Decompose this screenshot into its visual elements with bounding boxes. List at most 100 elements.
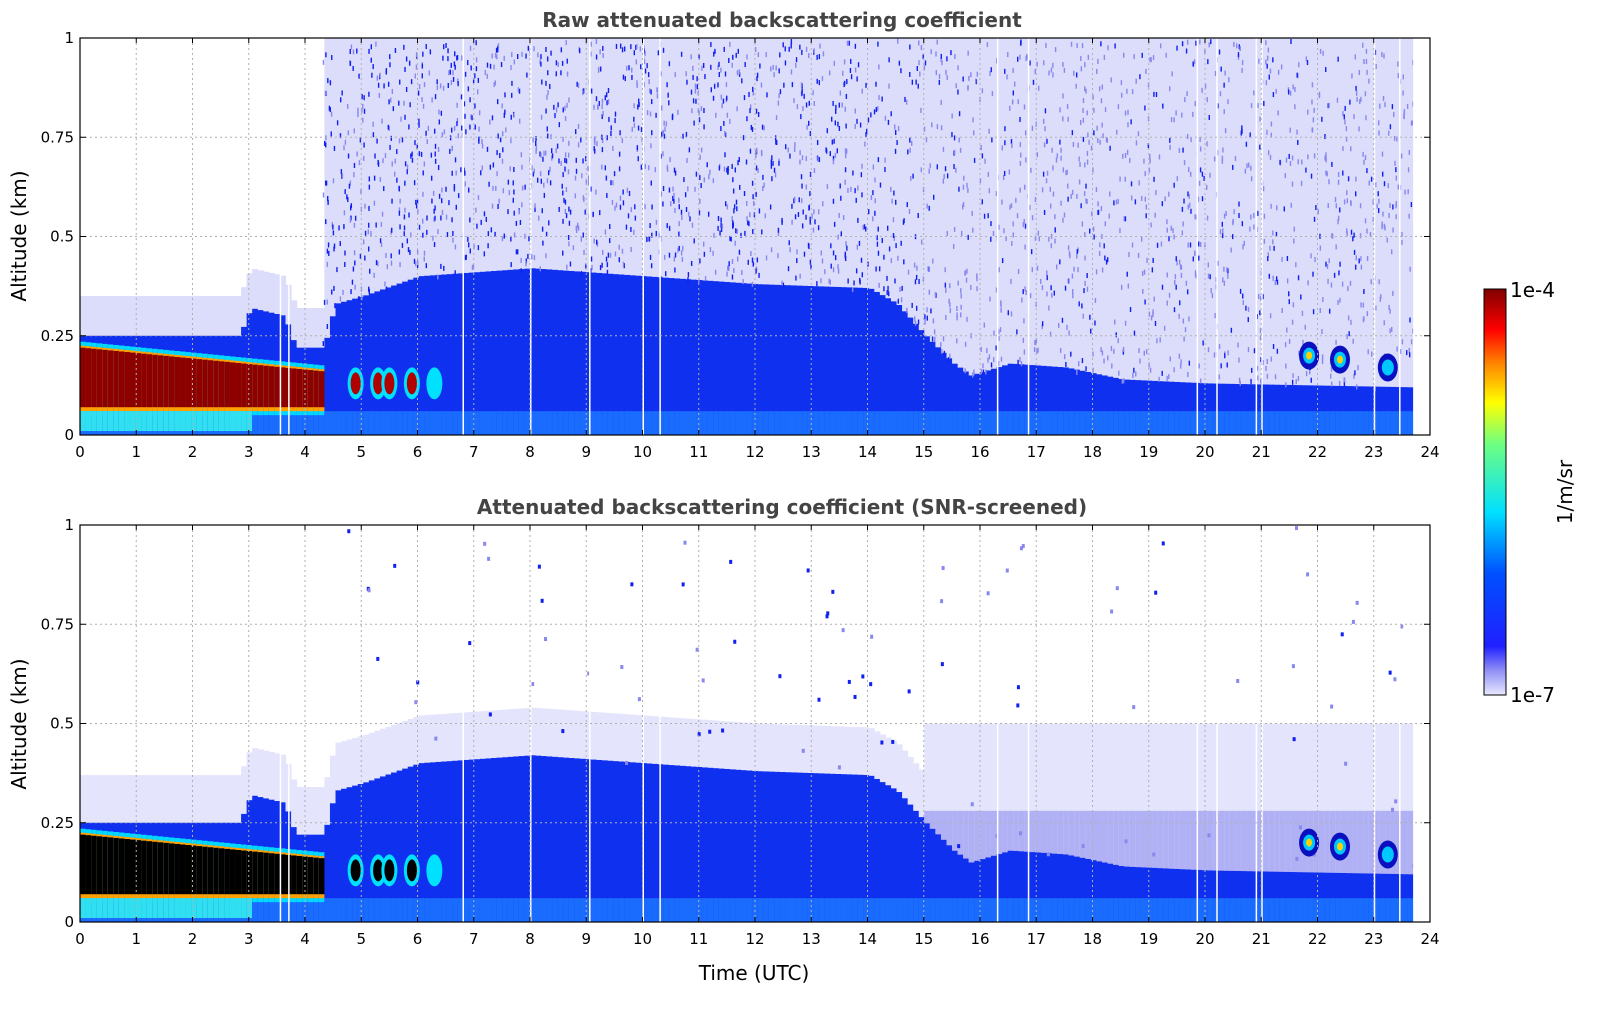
- x-tick-label: 21: [1252, 443, 1271, 461]
- noise-speck: [1356, 384, 1358, 390]
- noise-speck: [964, 341, 967, 347]
- surface-cell: [252, 898, 259, 922]
- noise-speck: [1111, 363, 1113, 369]
- noise-speck: [1259, 310, 1261, 316]
- noise-speck: [546, 56, 549, 62]
- haze-cell: [268, 272, 275, 313]
- noise-speck: [464, 181, 467, 187]
- noise-speck: [1003, 228, 1005, 234]
- surface-cell: [707, 898, 714, 922]
- haze-cell: [1163, 810, 1170, 869]
- noise-speck: [1237, 52, 1240, 58]
- noise-speck: [1120, 80, 1123, 86]
- haze-cell: [96, 775, 103, 823]
- noise-speck: [495, 185, 497, 191]
- noise-speck: [1117, 338, 1119, 344]
- haze-cell: [113, 296, 120, 336]
- surface-cell: [774, 411, 781, 435]
- noise-speck: [983, 322, 986, 328]
- noise-speck: [840, 231, 843, 237]
- noise-speck: [1179, 363, 1182, 369]
- haze-cell: [296, 787, 303, 835]
- noise-speck: [893, 235, 896, 241]
- noise-speck: [1295, 262, 1297, 268]
- noise-speck: [1093, 234, 1095, 240]
- noise-speck: [440, 263, 442, 269]
- dense-layer-cell: [80, 834, 87, 895]
- noise-speck: [983, 213, 986, 219]
- noise-speck: [798, 197, 800, 203]
- noise-speck: [455, 170, 457, 176]
- surface-cell: [974, 898, 981, 922]
- noise-speck: [1256, 365, 1259, 371]
- noise-speck: [1408, 149, 1411, 155]
- noise-speck: [855, 268, 858, 274]
- noise-speck: [515, 220, 518, 226]
- haze-cell: [1285, 38, 1292, 385]
- surface-cell: [835, 411, 842, 435]
- noise-speck: [1281, 256, 1283, 262]
- noise-speck: [813, 209, 815, 215]
- noise-speck: [736, 70, 739, 76]
- noise-speck: [731, 216, 733, 222]
- noise-speck: [732, 177, 734, 183]
- haze-cell: [352, 38, 359, 299]
- noise-speck: [900, 68, 902, 74]
- noise-speck: [1345, 126, 1348, 132]
- noise-speck: [574, 175, 577, 181]
- noise-speck: [1293, 238, 1295, 244]
- aerosol-cell: [385, 287, 392, 435]
- surface-cell: [1018, 898, 1025, 922]
- noise-speck: [353, 128, 356, 134]
- noise-speck: [854, 188, 856, 194]
- noise-speck: [1331, 233, 1333, 239]
- noise-speck: [723, 166, 726, 172]
- aerosol-cell: [857, 287, 864, 435]
- haze-cell: [702, 38, 709, 281]
- noise-speck: [1343, 377, 1346, 383]
- noise-speck: [668, 252, 671, 258]
- noise-speck: [772, 64, 774, 70]
- noise-speck: [763, 182, 765, 188]
- noise-speck: [1153, 91, 1155, 97]
- noise-speck: [668, 61, 671, 67]
- haze-cell: [1218, 810, 1225, 871]
- noise-speck: [1374, 49, 1377, 55]
- noise-speck: [423, 161, 426, 167]
- haze-cell: [1246, 723, 1253, 872]
- noise-speck: [833, 60, 836, 66]
- noise-speck: [1029, 60, 1031, 66]
- noise-speck: [406, 169, 408, 175]
- aerosol-cell: [352, 298, 359, 435]
- x-tick-label: 19: [1139, 443, 1158, 461]
- noise-speck: [694, 83, 697, 89]
- noise-speck: [1126, 271, 1128, 277]
- noise-speck: [1250, 165, 1252, 171]
- surface-cell: [574, 898, 581, 922]
- noise-speck: [535, 148, 537, 154]
- noise-speck: [469, 124, 471, 130]
- noise-speck: [674, 72, 676, 78]
- aerosol-blob: [384, 859, 395, 882]
- noise-speck: [475, 57, 478, 63]
- aerosol-cell: [379, 776, 387, 922]
- aerosol-cell: [596, 759, 603, 922]
- noise-speck: [1188, 193, 1190, 199]
- noise-speck: [1283, 206, 1286, 212]
- noise-speck: [940, 125, 943, 131]
- dense-layer-cell: [124, 352, 131, 408]
- surface-cell: [213, 411, 220, 432]
- noise-speck: [650, 89, 652, 95]
- noise-speck: [422, 103, 425, 109]
- noise-speck: [1313, 216, 1316, 222]
- surface-cell: [1129, 898, 1136, 922]
- surface-cell: [335, 411, 342, 435]
- haze-cell: [946, 38, 953, 359]
- haze-cell: [179, 775, 187, 823]
- noise-speck: [565, 158, 568, 164]
- noise-speck: [1199, 167, 1202, 173]
- noise-speck: [1024, 184, 1026, 190]
- noise-speck: [469, 97, 471, 103]
- aerosol-cell: [1140, 380, 1147, 435]
- aerosol-cell: [791, 285, 798, 435]
